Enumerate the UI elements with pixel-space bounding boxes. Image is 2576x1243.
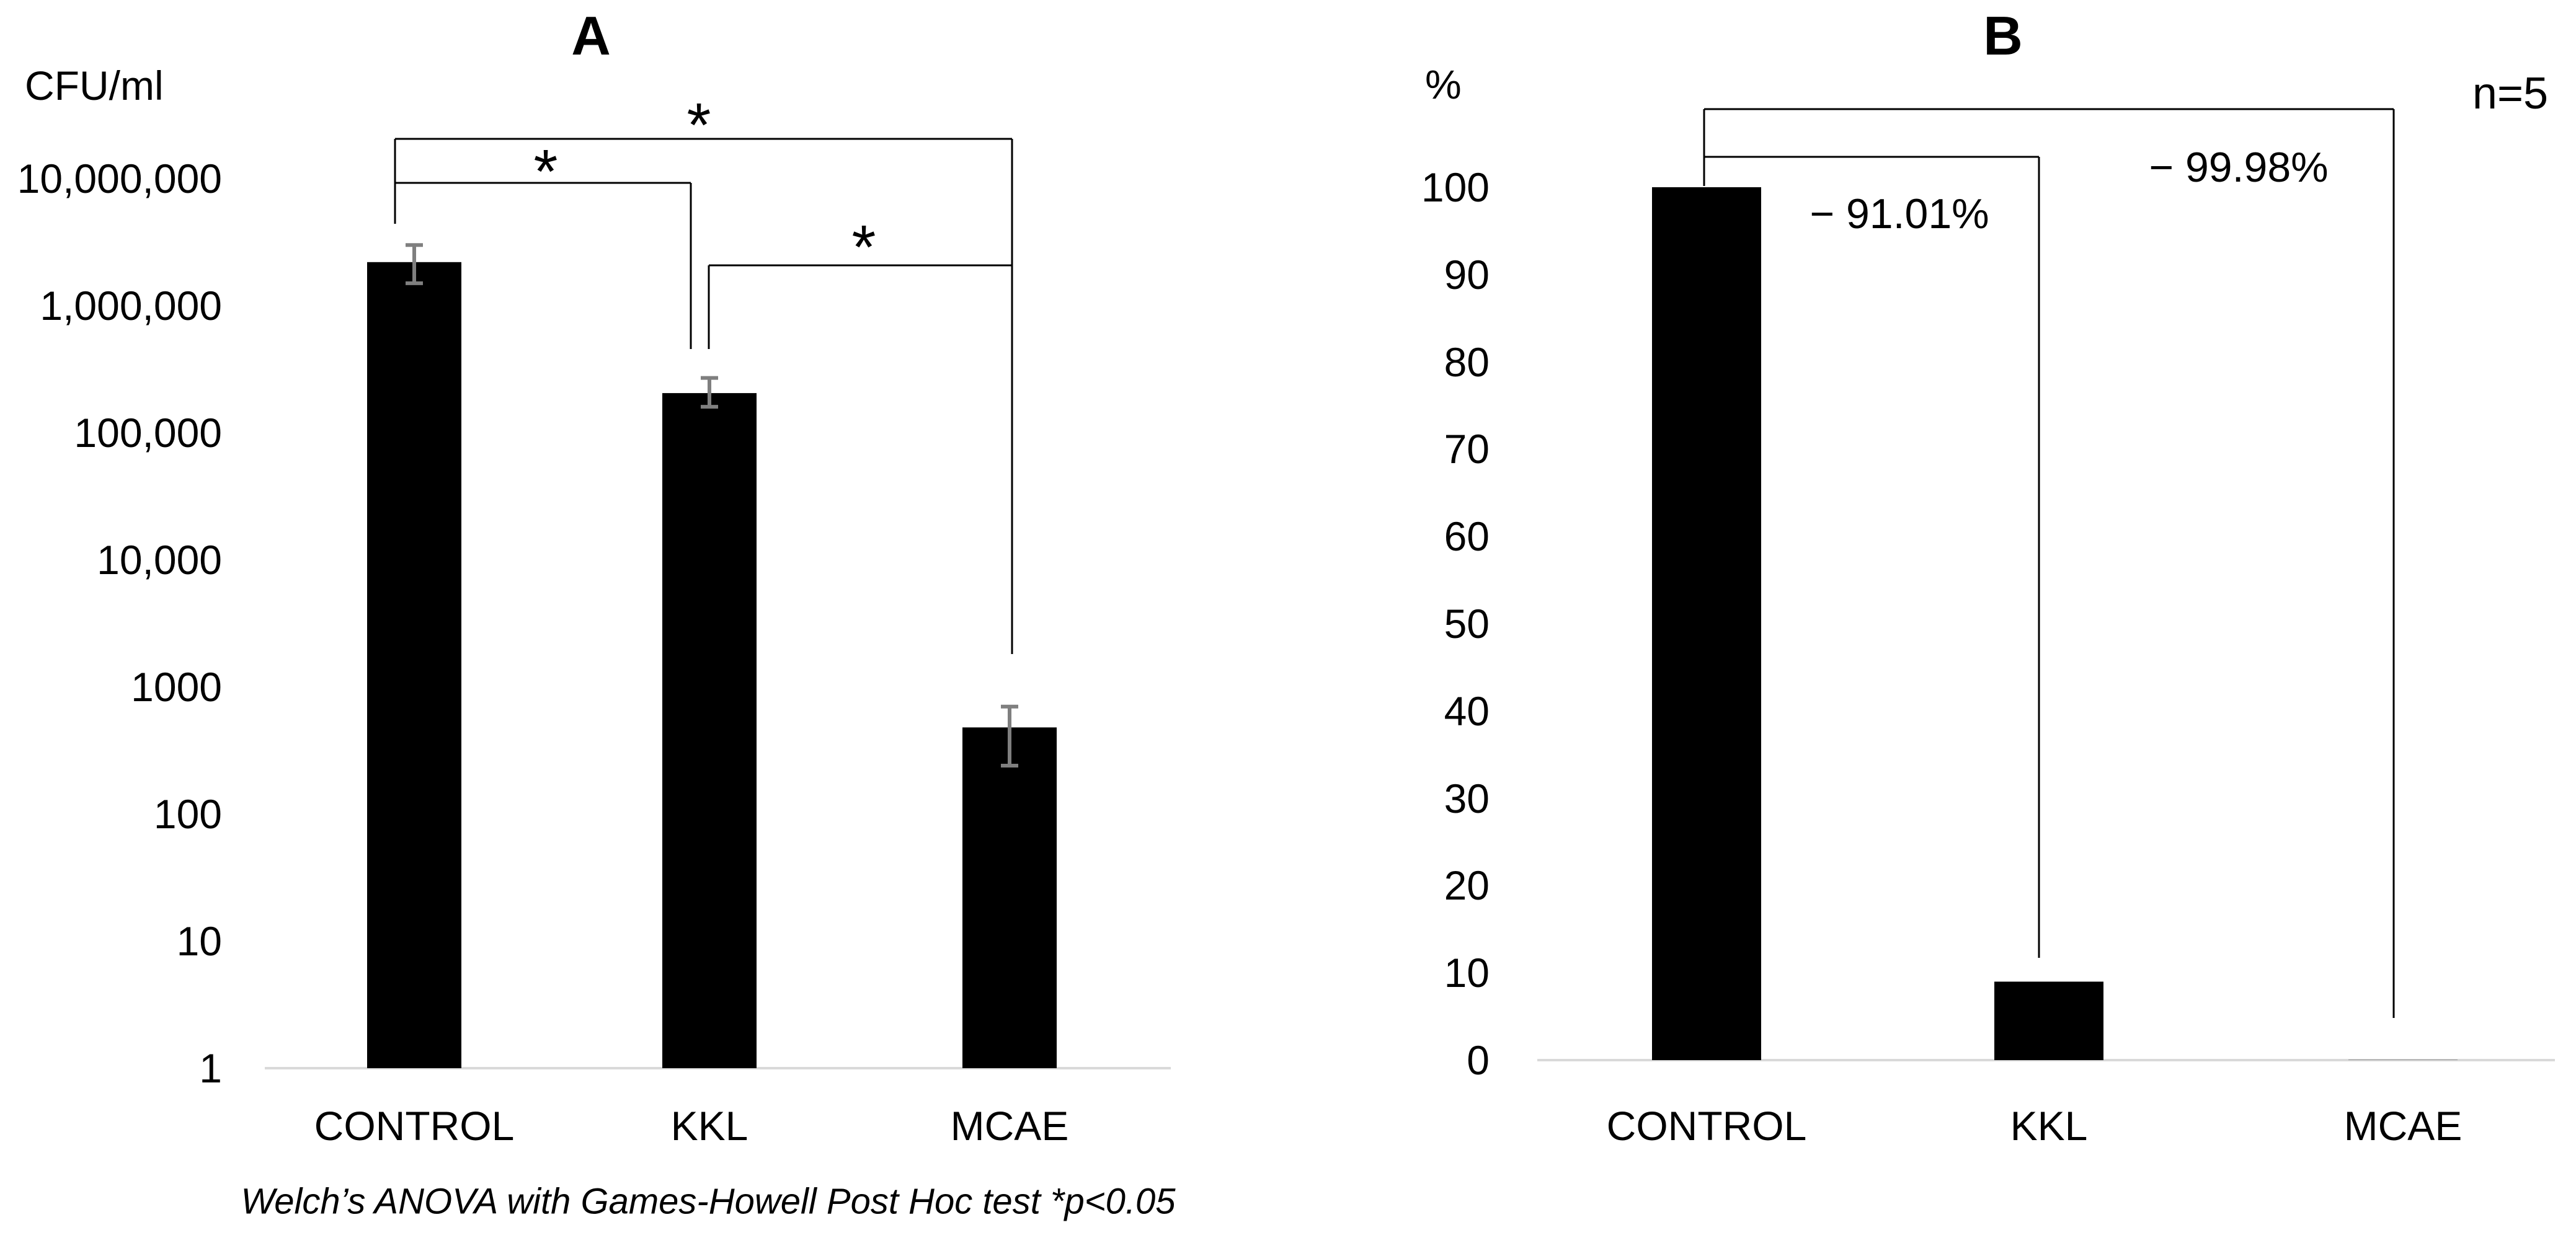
panel-b-y-axis-tick-labels: 0 10 20 30 40 50 60 70 80 90 100 xyxy=(1240,0,1490,1243)
panel-b-y-tick-label: 40 xyxy=(1444,688,1490,734)
panel-a-title: A xyxy=(571,5,611,66)
panel-b-y-tick-label: 80 xyxy=(1444,338,1490,385)
panel-a-category-label-mcae: MCAE xyxy=(950,1103,1069,1149)
panel-b-bar-kkl xyxy=(1994,981,2103,1060)
panel-a-y-tick-label: 1,000,000 xyxy=(40,283,222,329)
reduction-annotation-mcae: − 99.98% xyxy=(2149,144,2329,191)
panel-a-bar-control xyxy=(367,262,461,1068)
panel-a-y-tick-label: 100,000 xyxy=(74,410,222,456)
panel-b-y-tick-label: 70 xyxy=(1444,426,1490,472)
panel-a-category-label-kkl: KKL xyxy=(670,1103,748,1149)
panel-b-y-tick-label: 90 xyxy=(1444,251,1490,298)
panel-b-y-axis-unit-label: % xyxy=(1425,61,1462,107)
panel-b-category-label-kkl: KKL xyxy=(2010,1103,2088,1149)
panel-b-bar-control xyxy=(1652,187,1761,1060)
panel-a-y-tick-label: 1 xyxy=(199,1045,222,1091)
panel-a-y-tick-label: 1000 xyxy=(131,664,222,710)
panel-a-bar-kkl xyxy=(662,393,757,1068)
panel-b-y-tick-label: 60 xyxy=(1444,513,1490,560)
panel-a-bar-mcae xyxy=(962,727,1057,1068)
panel-b-category-label-mcae: MCAE xyxy=(2343,1103,2463,1149)
panel-a-y-tick-label: 10 xyxy=(176,918,222,964)
panel-b-y-tick-label: 30 xyxy=(1444,775,1490,821)
panel-b-y-tick-label: 50 xyxy=(1444,601,1490,647)
panel-b-y-tick-label: 20 xyxy=(1444,862,1490,909)
panel-b-y-tick-label: 10 xyxy=(1444,950,1490,996)
panel-a-significance-asterisk: * xyxy=(687,91,711,160)
panel-b-category-label-control: CONTROL xyxy=(1606,1103,1807,1149)
stats-method-caption: Welch’s ANOVA with Games-Howell Post Hoc… xyxy=(241,1181,1176,1222)
reduction-annotation-kkl: − 91.01% xyxy=(1810,190,1989,237)
sample-size-note: n=5 xyxy=(2472,69,2549,118)
panel-a-significance-asterisk: * xyxy=(534,137,558,206)
panel-a-y-tick-label: 10,000,000 xyxy=(17,156,222,201)
panel-a-y-tick-label: 10,000 xyxy=(97,537,222,583)
panel-a-y-axis-tick-labels: 1 10 100 1000 10,000 100,000 1,000,000 10,000,0… xyxy=(0,0,222,1243)
panel-b-title: B xyxy=(1983,5,2023,66)
panel-a-significance-asterisk: * xyxy=(852,213,876,282)
panel-b-y-tick-label: 100 xyxy=(1421,164,1490,210)
panel-a-y-tick-label: 100 xyxy=(153,791,222,837)
panel-a-y-axis-unit-label: CFU/ml xyxy=(25,63,164,108)
panel-b-y-tick-label: 0 xyxy=(1467,1037,1490,1083)
panel-a-category-label-control: CONTROL xyxy=(314,1103,515,1149)
